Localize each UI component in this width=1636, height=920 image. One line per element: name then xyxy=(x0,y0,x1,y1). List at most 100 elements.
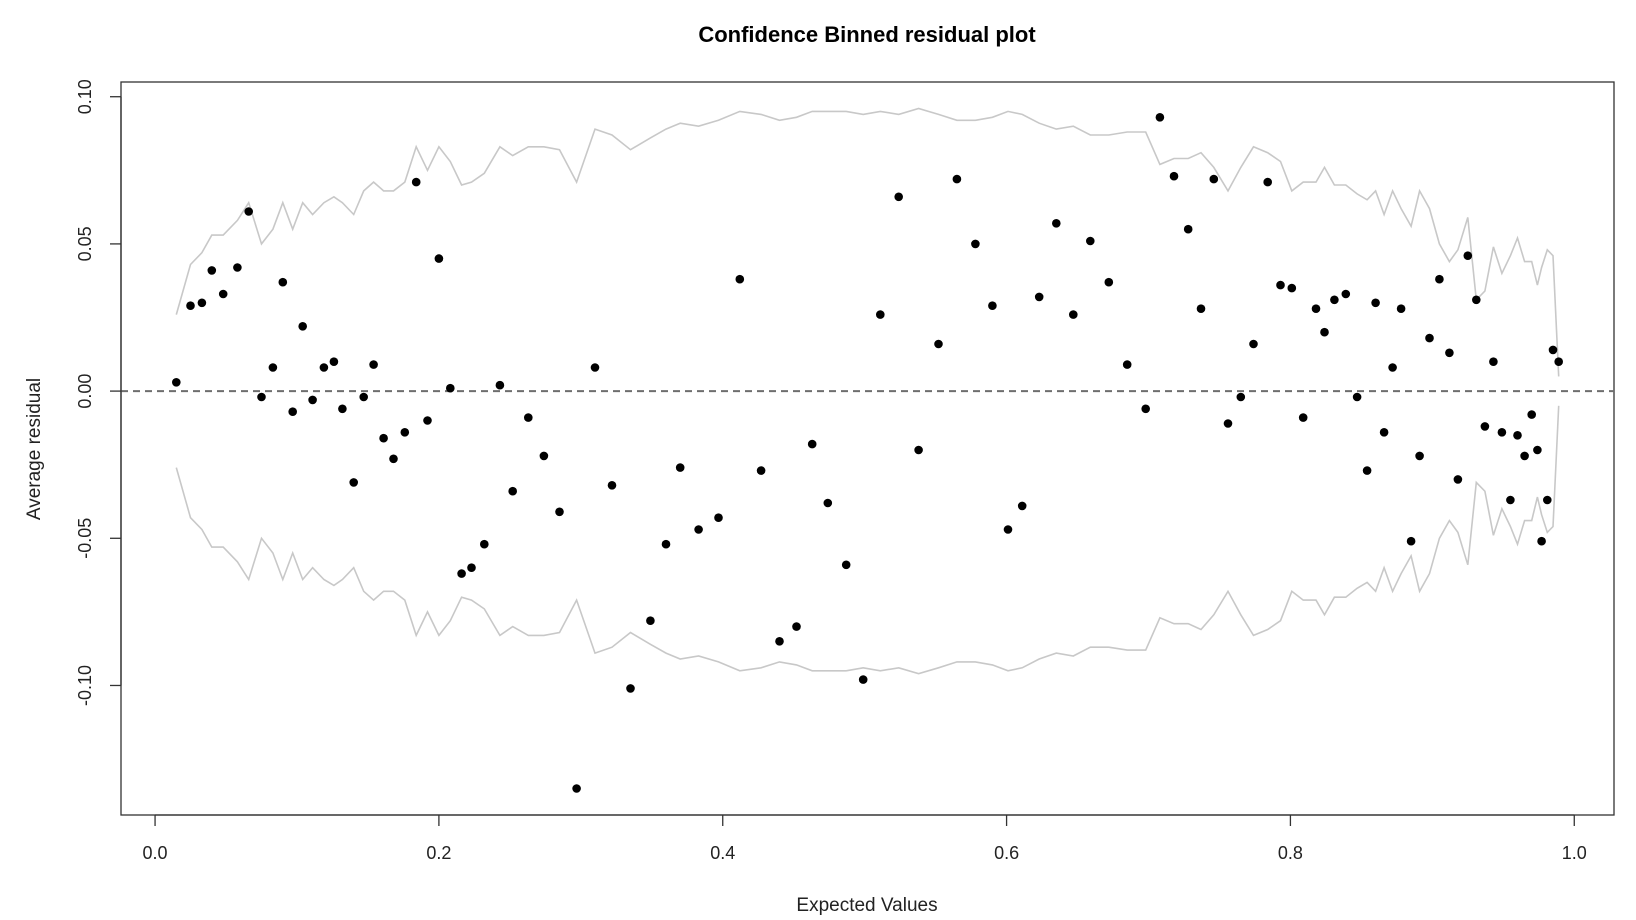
residual-point xyxy=(971,239,980,249)
residual-point xyxy=(446,383,455,393)
residual-point xyxy=(257,392,266,402)
residual-point xyxy=(1415,451,1424,461)
residual-point xyxy=(329,357,339,367)
residual-point xyxy=(308,395,317,405)
residual-point xyxy=(1311,304,1321,314)
residual-point xyxy=(359,392,369,402)
residual-point xyxy=(1527,410,1536,419)
residual-point xyxy=(197,298,207,308)
residual-point xyxy=(590,363,600,372)
residual-point xyxy=(434,254,444,263)
residual-point xyxy=(1209,174,1219,184)
residual-point xyxy=(1506,495,1515,505)
residual-point xyxy=(646,616,655,625)
y-axis: -0.10 -0.05 0.00 0.05 0.10 xyxy=(75,79,122,706)
residual-point xyxy=(1489,357,1498,367)
residual-point xyxy=(278,277,288,287)
residual-point xyxy=(952,174,962,184)
residual-point xyxy=(1003,525,1013,534)
residual-point xyxy=(1396,304,1406,314)
residual-point xyxy=(1263,177,1272,187)
chart-title: Confidence Binned residual plot xyxy=(698,22,1036,47)
residual-point xyxy=(467,563,476,572)
residual-point xyxy=(1034,292,1044,302)
residual-point xyxy=(349,478,359,487)
residual-point xyxy=(1453,475,1463,484)
residual-point xyxy=(1086,236,1095,246)
residual-point xyxy=(319,363,329,372)
residual-point xyxy=(675,463,685,472)
residual-point xyxy=(988,301,997,311)
residual-point xyxy=(1341,289,1351,299)
residual-points xyxy=(172,113,1563,793)
residual-point xyxy=(379,433,388,443)
residual-point xyxy=(607,481,617,490)
residual-point xyxy=(172,378,181,387)
upper-bound-line xyxy=(175,107,1560,377)
residual-point xyxy=(508,486,517,496)
residual-point xyxy=(1069,310,1078,319)
y-tick-label: 0.10 xyxy=(75,79,95,114)
residual-point xyxy=(1554,357,1563,367)
residual-point xyxy=(1520,451,1529,461)
residual-point xyxy=(1513,431,1522,440)
residual-point xyxy=(207,266,217,275)
residual-point xyxy=(1543,495,1552,505)
residual-point xyxy=(775,637,784,646)
x-axis-label: Expected Values xyxy=(796,895,937,916)
residual-point xyxy=(555,507,564,517)
residual-point xyxy=(186,301,195,311)
residual-point xyxy=(1017,501,1027,511)
residual-point xyxy=(894,192,903,202)
residual-point xyxy=(914,445,923,455)
x-tick-label: 0.0 xyxy=(143,843,168,863)
residual-point xyxy=(1445,348,1454,358)
residual-point xyxy=(1249,339,1258,349)
residual-point xyxy=(1388,363,1397,372)
x-tick-label: 0.4 xyxy=(710,843,735,863)
residual-point xyxy=(1480,422,1490,431)
residual-point xyxy=(756,466,766,475)
residual-point xyxy=(233,263,242,272)
residual-point xyxy=(1379,428,1389,437)
residual-point xyxy=(661,539,671,549)
residual-point xyxy=(1362,466,1372,475)
residual-point xyxy=(389,454,398,464)
residual-point xyxy=(1104,277,1114,287)
residual-point xyxy=(423,416,432,425)
residual-point xyxy=(268,363,278,372)
residual-point xyxy=(858,675,868,684)
residual-point xyxy=(495,380,505,390)
residual-point xyxy=(524,413,533,422)
residual-point xyxy=(1330,295,1339,305)
x-axis: 0.0 0.2 0.4 0.6 0.8 1.0 xyxy=(143,814,1587,863)
residual-point xyxy=(1155,113,1165,122)
residual-point xyxy=(1223,419,1233,428)
residual-point xyxy=(1196,304,1206,314)
residual-point xyxy=(1320,327,1329,337)
residual-point xyxy=(1371,298,1380,308)
x-tick-label: 1.0 xyxy=(1562,843,1587,863)
y-tick-label: -0.05 xyxy=(75,518,95,559)
residual-point xyxy=(218,289,228,299)
y-tick-label: 0.05 xyxy=(75,226,95,261)
residual-point xyxy=(1141,404,1150,414)
residual-point xyxy=(338,404,347,414)
residual-point xyxy=(876,310,885,319)
residual-point xyxy=(934,339,943,349)
residual-point xyxy=(1236,392,1246,402)
residual-point xyxy=(1276,280,1285,290)
residual-point xyxy=(823,498,833,508)
residual-point xyxy=(1122,360,1132,369)
confidence-bounds xyxy=(175,107,1560,675)
residual-point xyxy=(457,569,466,578)
residual-point xyxy=(1425,333,1434,343)
residual-point xyxy=(1497,428,1507,437)
lower-bound-line xyxy=(175,405,1560,675)
residual-point xyxy=(1435,274,1444,284)
residual-point xyxy=(626,684,635,693)
y-axis-label: Average residual xyxy=(24,378,45,520)
residual-point xyxy=(480,539,489,549)
residual-point xyxy=(400,428,410,437)
